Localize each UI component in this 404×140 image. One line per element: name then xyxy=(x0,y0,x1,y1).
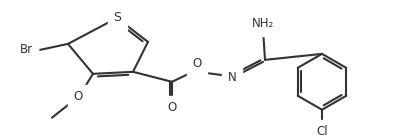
Text: S: S xyxy=(113,11,121,24)
Text: O: O xyxy=(74,90,83,103)
Text: N: N xyxy=(227,71,236,84)
Text: Br: Br xyxy=(19,43,33,56)
Text: O: O xyxy=(167,101,177,114)
Text: Cl: Cl xyxy=(316,125,328,138)
Text: O: O xyxy=(192,57,202,70)
Text: NH₂: NH₂ xyxy=(252,18,274,30)
